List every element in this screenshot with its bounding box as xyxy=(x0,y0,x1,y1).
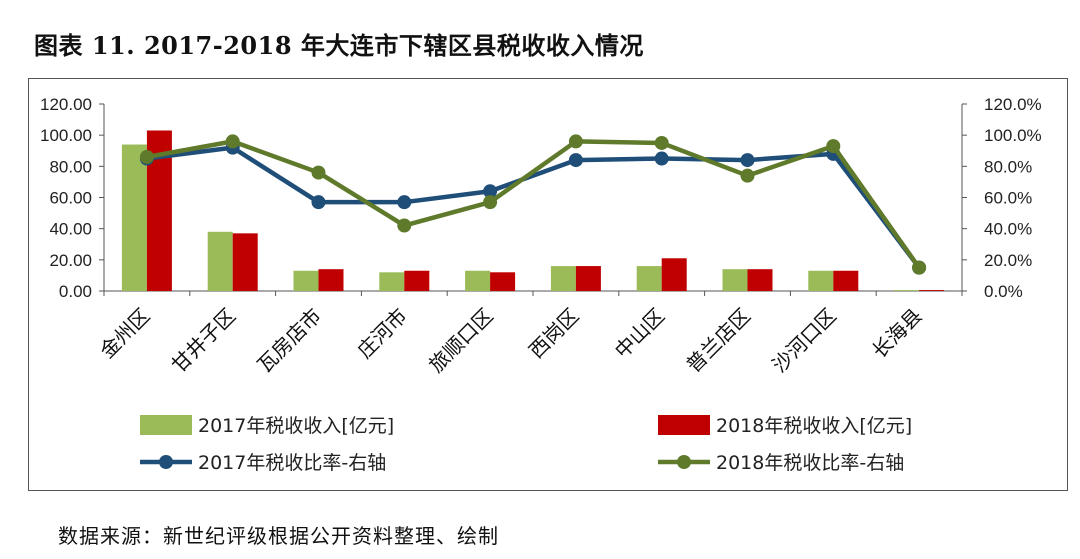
point-2018 xyxy=(912,260,927,275)
category-label: 西岗区 xyxy=(524,304,583,363)
y-tick-label-left: 40.00 xyxy=(49,220,92,239)
y-tick-label-left: 60.00 xyxy=(49,189,92,208)
bar-2018 xyxy=(404,270,430,291)
bar-2017 xyxy=(550,266,576,291)
point-2018 xyxy=(483,195,498,210)
bar-2018 xyxy=(318,269,344,291)
legend-item: 2018年税收收入[亿元] xyxy=(658,415,912,437)
chart-title: 图表 11. 2017-2018 年大连市下辖区县税收收入情况 xyxy=(34,31,644,60)
legend-label: 2017年税收收入[亿元] xyxy=(198,415,394,437)
category-label: 瓦房店市 xyxy=(252,304,326,378)
category-label: 中山区 xyxy=(610,304,669,363)
legend-item: 2017年税收收入[亿元] xyxy=(140,415,394,437)
y-tick-label-right: 100.0% xyxy=(984,126,1042,145)
legend-marker xyxy=(159,455,173,469)
y-tick-label-right: 0.0% xyxy=(984,282,1023,301)
bar-2017 xyxy=(808,270,834,291)
legend-label: 2017年税收比率-右轴 xyxy=(198,452,386,474)
bar-2018 xyxy=(661,258,687,291)
bar-2017 xyxy=(894,290,920,291)
point-2018 xyxy=(654,135,669,150)
bar-2017 xyxy=(465,270,491,291)
bar-2018 xyxy=(919,290,945,291)
category-label: 庄河市 xyxy=(352,304,411,363)
point-2018 xyxy=(826,139,841,154)
category-label: 长海县 xyxy=(867,304,926,363)
point-2017 xyxy=(654,151,669,166)
point-2018 xyxy=(568,134,583,149)
bar-2018 xyxy=(833,270,859,291)
y-tick-label-right: 40.0% xyxy=(984,220,1032,239)
y-tick-label-right: 20.0% xyxy=(984,251,1032,270)
bar-2018 xyxy=(490,272,516,291)
point-2017 xyxy=(397,195,412,210)
line-2018 xyxy=(146,139,921,269)
bar-2017 xyxy=(379,272,405,291)
point-2017 xyxy=(568,153,583,168)
category-label: 普兰店区 xyxy=(681,304,755,378)
bar-2018 xyxy=(232,233,258,291)
point-2018 xyxy=(311,165,326,180)
bar-2017 xyxy=(121,144,147,291)
y-tick-label-left: 0.00 xyxy=(59,282,92,301)
legend-swatch xyxy=(658,415,710,435)
legend-label: 2018年税收比率-右轴 xyxy=(716,452,904,474)
y-tick-label-left: 20.00 xyxy=(49,251,92,270)
point-2017 xyxy=(483,184,498,199)
chart-frame xyxy=(28,78,1068,491)
bar-2018 xyxy=(747,269,773,291)
y-tick-label-left: 80.00 xyxy=(49,157,92,176)
legend-label: 2018年税收收入[亿元] xyxy=(716,415,912,437)
y-tick-label-right: 120.0% xyxy=(984,95,1042,114)
legend-item: 2017年税收比率-右轴 xyxy=(140,452,386,474)
legend-item: 2018年税收比率-右轴 xyxy=(658,452,904,474)
legend-marker xyxy=(677,455,691,469)
y-tick-label-right: 80.0% xyxy=(984,157,1032,176)
category-label: 金州区 xyxy=(95,304,154,363)
bar-2017 xyxy=(207,231,233,291)
y-tick-label-left: 120.00 xyxy=(40,95,92,114)
point-2018 xyxy=(139,149,154,164)
point-2018 xyxy=(740,168,755,183)
bar-2017 xyxy=(293,270,319,291)
y-tick-label-left: 100.00 xyxy=(40,126,92,145)
category-label: 沙河口区 xyxy=(767,304,841,378)
bar-2018 xyxy=(575,266,601,291)
bar-2017 xyxy=(636,266,662,291)
point-2017 xyxy=(740,153,755,168)
category-label: 旅顺口区 xyxy=(424,304,498,378)
point-2017 xyxy=(311,195,326,210)
category-label: 甘井子区 xyxy=(167,304,241,378)
bar-2017 xyxy=(722,269,748,291)
y-tick-label-right: 60.0% xyxy=(984,189,1032,208)
point-2018 xyxy=(225,134,240,149)
source-note: 数据来源：新世纪评级根据公开资料整理、绘制 xyxy=(58,524,499,548)
point-2018 xyxy=(397,218,412,233)
legend-swatch xyxy=(140,415,192,435)
line-2017 xyxy=(146,145,921,269)
